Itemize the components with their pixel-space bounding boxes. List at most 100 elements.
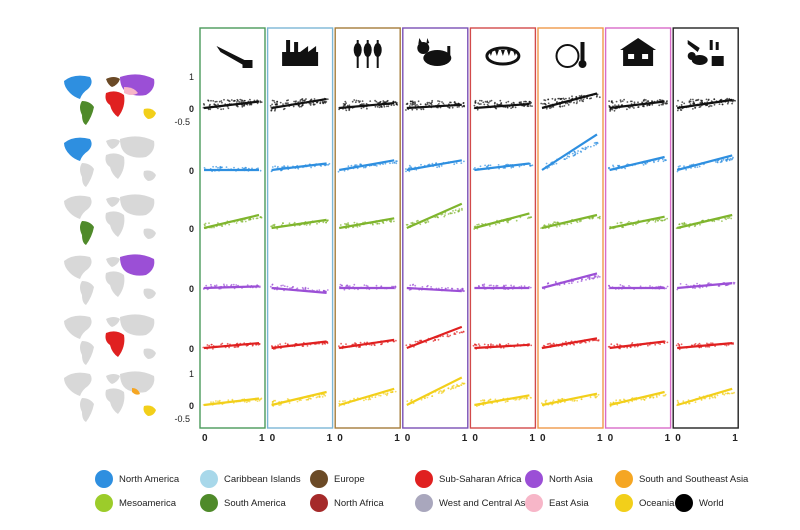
data-point (449, 388, 452, 391)
data-point (507, 343, 510, 345)
data-point (598, 276, 601, 278)
data-point (683, 102, 686, 105)
data-point (523, 285, 526, 288)
data-point (608, 100, 610, 102)
panel-1-row-0 (269, 97, 329, 112)
data-point (666, 217, 668, 220)
data-point (655, 394, 658, 397)
data-point (320, 165, 322, 167)
data-point (388, 220, 391, 222)
multiple-threats-icon-part (709, 40, 713, 50)
data-point (488, 284, 491, 287)
data-point (569, 101, 571, 104)
data-point (584, 148, 586, 151)
data-point (662, 160, 665, 163)
data-point (543, 224, 546, 227)
data-point (666, 341, 669, 344)
data-point (366, 285, 369, 288)
data-point (675, 105, 678, 107)
data-point (243, 99, 246, 102)
data-point (256, 217, 259, 220)
data-point (616, 222, 619, 225)
data-point (633, 101, 636, 104)
data-point (637, 106, 640, 108)
data-point (680, 343, 683, 346)
data-point (271, 283, 274, 286)
data-point (477, 343, 480, 345)
data-point (546, 343, 549, 345)
data-point (651, 103, 654, 106)
data-point (728, 216, 731, 219)
map-continent-oc (143, 228, 156, 239)
x-tick-label: 1 (597, 433, 603, 444)
data-point (579, 150, 582, 153)
x-tick-label: 1 (732, 433, 738, 444)
data-point (319, 102, 322, 104)
legend-label: North Asia (549, 473, 593, 485)
panel-3 (402, 27, 469, 429)
data-point (343, 169, 346, 172)
legend-label: South and Southeast Asia (639, 473, 749, 485)
data-point (217, 166, 219, 169)
panel-2-row-3 (339, 283, 397, 291)
data-point (661, 219, 663, 222)
data-point (323, 100, 326, 103)
data-point (566, 155, 569, 158)
map-continent-sa (80, 163, 94, 187)
data-point (680, 104, 683, 106)
data-point (346, 284, 348, 287)
data-point (483, 343, 486, 346)
y-zero-label: 0 (189, 104, 194, 114)
data-point (441, 101, 443, 103)
data-point (458, 385, 460, 387)
panel-5-row-3 (541, 272, 601, 290)
data-point (414, 284, 417, 287)
data-point (328, 162, 331, 165)
data-point (568, 97, 571, 100)
map-continent-oc (143, 348, 156, 359)
data-point (483, 399, 486, 402)
data-point (458, 332, 461, 334)
data-point (344, 400, 346, 402)
map-continent-na (64, 372, 92, 396)
data-point (449, 101, 451, 104)
data-point (677, 165, 680, 168)
data-point (679, 283, 682, 285)
data-point (414, 340, 417, 343)
data-point (558, 105, 561, 108)
data-point (422, 108, 425, 111)
map-continent-na (64, 195, 92, 219)
data-point (431, 101, 433, 104)
data-point (613, 344, 616, 347)
map-continent-eu (106, 77, 120, 87)
data-point (430, 286, 432, 288)
data-point (408, 164, 411, 167)
data-point (245, 345, 248, 347)
data-point (213, 103, 216, 106)
data-point (557, 398, 560, 401)
data-point (656, 99, 659, 102)
data-point (454, 209, 457, 212)
data-point (381, 342, 383, 345)
data-point (213, 226, 215, 229)
map-continent-na (64, 137, 92, 161)
map-continent-sa (80, 101, 94, 125)
data-point (228, 346, 231, 349)
data-point (442, 335, 444, 338)
data-point (580, 280, 583, 282)
data-point (640, 398, 643, 401)
data-point (239, 98, 242, 101)
data-point (561, 397, 564, 400)
data-point (593, 142, 596, 144)
data-point (474, 101, 477, 104)
legend-swatch (415, 470, 433, 488)
data-point (628, 220, 630, 223)
data-point (731, 102, 733, 105)
data-point (615, 399, 618, 402)
data-point (426, 101, 429, 104)
data-point (305, 398, 308, 401)
data-point (483, 103, 486, 106)
data-point (566, 223, 569, 226)
map-continent-af (105, 271, 125, 297)
data-point (394, 390, 397, 393)
